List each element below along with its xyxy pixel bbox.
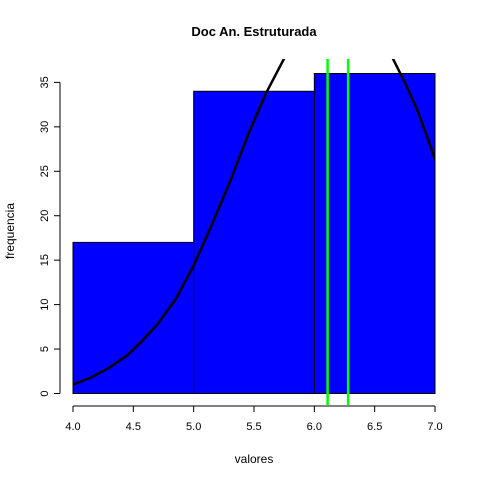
- y-tick-label: 0: [39, 390, 51, 396]
- histogram-bar-2: [193, 90, 315, 395]
- density-curve-left: [73, 59, 286, 386]
- x-tick-label: 5.5: [246, 421, 261, 433]
- x-tick-label: 6.5: [367, 421, 382, 433]
- x-tick-label: 4.5: [126, 421, 141, 433]
- x-axis: 4.0 4.5 5.0 5.5 6.0 6.5 7.0: [65, 405, 443, 433]
- x-axis-label: valores: [235, 452, 274, 466]
- x-tick-label: 7.0: [427, 421, 442, 433]
- histogram-bar-3: [313, 73, 436, 394]
- bars-group: [72, 73, 436, 395]
- density-curve-right: [391, 59, 435, 161]
- x-tick-label: 4.0: [65, 421, 80, 433]
- y-tick-label: 5: [39, 346, 51, 352]
- reference-lines-group: [326, 59, 350, 405]
- chart-title: Doc An. Estruturada: [191, 24, 317, 39]
- density-curve-group: [73, 59, 435, 386]
- y-tick-label: 30: [39, 121, 51, 133]
- x-tick-label: 5.0: [186, 421, 201, 433]
- y-tick-label: 20: [39, 210, 51, 222]
- x-tick-label: 6.0: [307, 421, 322, 433]
- y-axis: 0 5 10 15 20 25 30 35: [39, 76, 61, 397]
- y-tick-label: 35: [39, 76, 51, 88]
- y-tick-label: 10: [39, 298, 51, 310]
- y-tick-label: 15: [39, 254, 51, 266]
- histogram-bar-1: [72, 241, 195, 394]
- y-tick-label: 25: [39, 165, 51, 177]
- y-axis-label: frequencia: [3, 203, 17, 259]
